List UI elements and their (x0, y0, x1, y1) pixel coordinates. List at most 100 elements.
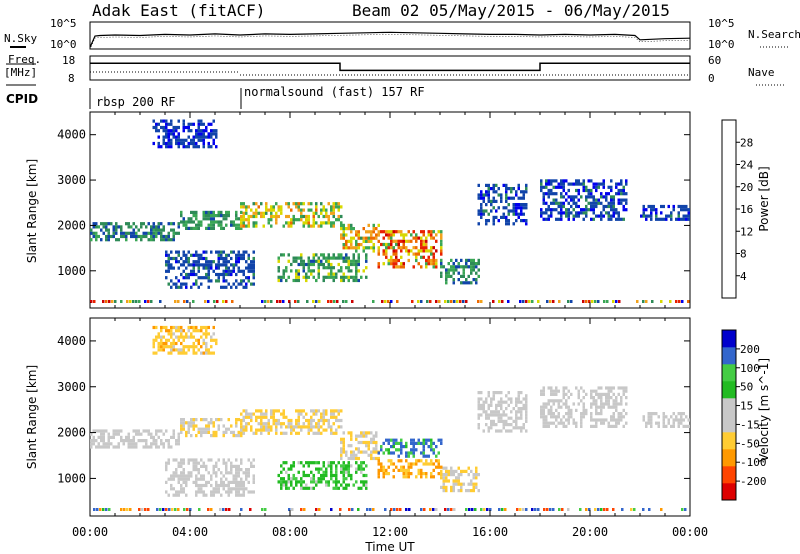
velocity-cell (367, 444, 370, 448)
velocity-cell (272, 409, 275, 413)
power-cell (170, 250, 173, 254)
power-cell (235, 223, 238, 227)
velocity-cell (290, 425, 293, 429)
velocity-cell (205, 468, 208, 472)
power-cell (565, 192, 568, 196)
power-ytick-label: 2000 (57, 218, 86, 232)
power-cell (107, 228, 110, 232)
velocity-cell (189, 508, 192, 511)
power-cell (412, 246, 415, 250)
power-cell (180, 263, 183, 267)
velocity-cell (382, 475, 385, 479)
power-cell (678, 300, 681, 303)
power-cell (160, 234, 163, 239)
power-cell (375, 233, 378, 237)
power-cell (152, 119, 155, 123)
velocity-cell (255, 409, 258, 413)
power-cell (507, 222, 510, 226)
power-cell (340, 214, 343, 219)
power-cell (650, 208, 653, 212)
velocity-cell (197, 348, 200, 352)
velocity-cell (546, 508, 549, 511)
velocity-cell (222, 434, 225, 438)
power-cell (192, 226, 195, 230)
power-cell (452, 262, 455, 266)
power-cell (333, 300, 336, 303)
power-cell (282, 272, 285, 276)
velocity-cell (110, 442, 113, 446)
velocity-cell (340, 456, 343, 461)
power-cell (250, 282, 253, 286)
power-cell (197, 122, 200, 126)
power-cell (397, 242, 400, 247)
velocity-cell (190, 325, 193, 330)
velocity-cell (190, 332, 193, 336)
velocity-cell (620, 402, 623, 406)
velocity-cell (195, 468, 198, 472)
velocity-cell (292, 473, 295, 478)
power-cell (595, 214, 598, 218)
power-cell (197, 119, 200, 123)
power-cell (572, 214, 575, 218)
velocity-cell (595, 421, 598, 425)
power-cell (240, 269, 243, 273)
power-cell (612, 208, 615, 212)
velocity-cell (330, 477, 333, 481)
velocity-cell (520, 391, 523, 395)
velocity-colorbar-swatch (722, 364, 736, 382)
velocity-cell (260, 415, 263, 419)
velocity-cell (287, 486, 290, 490)
power-cell (205, 263, 208, 267)
velocity-cell (582, 405, 585, 409)
power-cell (150, 225, 153, 229)
power-cell (115, 225, 118, 229)
power-cell (147, 222, 150, 226)
power-cell (182, 125, 185, 130)
power-cell (335, 218, 338, 222)
velocity-cell (180, 477, 183, 481)
velocity-cell (547, 412, 550, 416)
velocity-cell (345, 467, 348, 471)
velocity-cell (525, 397, 528, 401)
velocity-cell (352, 483, 355, 487)
velocity-cell (207, 430, 210, 434)
power-cell (102, 225, 105, 229)
power-cell (230, 269, 233, 273)
power-cell (165, 135, 168, 139)
power-cell (470, 271, 473, 275)
freq-line (90, 62, 690, 72)
power-cell (200, 256, 203, 261)
power-cell (500, 196, 503, 200)
power-cell (200, 122, 203, 126)
power-cell (192, 260, 195, 264)
power-cell (235, 210, 238, 214)
power-cell (252, 211, 255, 215)
power-cell (144, 300, 147, 303)
velocity-cell (217, 418, 220, 422)
power-cell (572, 198, 575, 202)
power-cell (155, 129, 158, 133)
power-cell (260, 214, 263, 219)
power-cell (492, 219, 495, 223)
power-cell (427, 230, 430, 234)
power-cell (417, 300, 420, 303)
power-cell (322, 275, 325, 279)
power-cell (445, 268, 448, 272)
power-cell (432, 262, 435, 266)
power-cell (552, 198, 555, 202)
velocity-cell (435, 445, 438, 449)
power-cell (557, 201, 560, 205)
power-cell (365, 236, 368, 240)
power-cell (625, 198, 628, 202)
velocity-cell (227, 427, 230, 431)
velocity-cell (120, 435, 123, 439)
velocity-cell (592, 418, 595, 422)
velocity-cell (177, 490, 180, 494)
velocity-cell (335, 418, 338, 423)
velocity-cell (240, 425, 243, 429)
power-cell (185, 253, 188, 257)
velocity-cell (500, 400, 503, 404)
power-cell (517, 183, 520, 187)
power-cell (345, 239, 348, 243)
velocity-cell (365, 480, 368, 484)
